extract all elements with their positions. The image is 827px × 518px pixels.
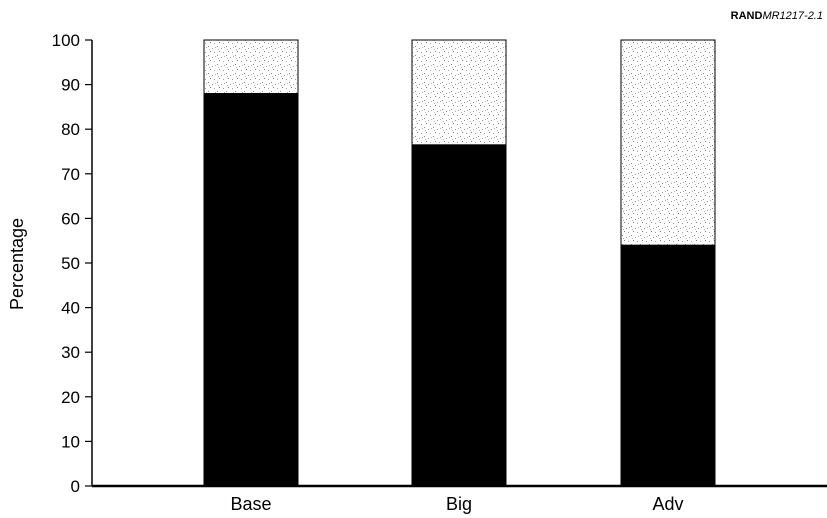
bar-big-series-1 bbox=[411, 39, 507, 146]
y-tick-label-90: 90 bbox=[61, 76, 80, 95]
bars-group bbox=[203, 39, 716, 487]
x-tick-label-adv: Adv bbox=[652, 494, 683, 514]
x-tick-label-big: Big bbox=[446, 494, 472, 514]
y-axis-label: Percentage bbox=[7, 218, 27, 310]
y-tick-label-100: 100 bbox=[52, 31, 80, 50]
y-tick-label-40: 40 bbox=[61, 299, 80, 318]
x-tick-label-base: Base bbox=[230, 494, 271, 514]
x-axis: Base Big Adv bbox=[92, 484, 827, 514]
bar-adv-series-1 bbox=[620, 39, 716, 246]
y-tick-label-10: 10 bbox=[61, 432, 80, 451]
y-axis: 0 10 20 30 40 50 60 70 80 90 100 bbox=[52, 31, 93, 496]
bar-adv-series-0 bbox=[620, 244, 716, 487]
bar-base-series-1 bbox=[203, 39, 299, 95]
bar-base-series-0 bbox=[203, 93, 299, 487]
figure-id: RANDMR1217-2.1 bbox=[731, 10, 823, 22]
y-tick-label-70: 70 bbox=[61, 165, 80, 184]
y-tick-label-80: 80 bbox=[61, 120, 80, 139]
figure-id-prefix: RAND bbox=[731, 10, 763, 22]
figure-id-number: MR1217-2.1 bbox=[762, 10, 823, 22]
y-tick-label-30: 30 bbox=[61, 343, 80, 362]
y-tick-label-20: 20 bbox=[61, 388, 80, 407]
bar-big-series-0 bbox=[411, 144, 507, 487]
y-tick-label-60: 60 bbox=[61, 209, 80, 228]
y-tick-label-50: 50 bbox=[61, 254, 80, 273]
y-tick-label-0: 0 bbox=[71, 477, 80, 496]
